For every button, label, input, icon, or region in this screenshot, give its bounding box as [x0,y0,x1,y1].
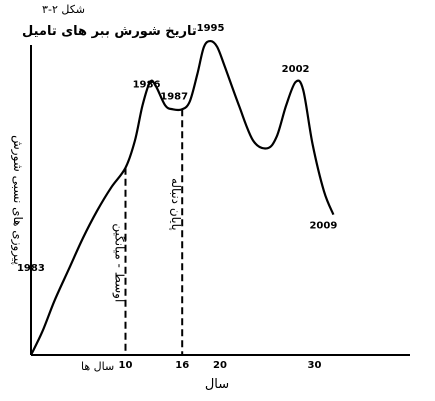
x-axis-label: سال [205,377,229,392]
x-tick-label: 30 [308,360,322,371]
y-axis-label: پیروزی های نسبی شورش [10,135,25,265]
x-tick-label: 20 [213,360,227,371]
point-label: 1987 [160,91,188,102]
point-label: 2002 [282,64,310,75]
x-tick-label: 10 [119,360,133,371]
point-label: 1995 [197,23,225,34]
x-origin-label: سال ها [81,360,114,373]
figure-label: شکل ۲-۳ [42,3,85,16]
x-tick-label: 16 [175,360,189,371]
marker-label: پایان دنباله [169,178,183,231]
point-label: 1983 [17,263,45,274]
point-label: 2009 [309,221,337,232]
series-line [30,39,335,356]
chart-title: تاریخ شورش ببر های تامیل [22,24,197,39]
point-label: 1986 [133,79,161,90]
marker-label: اوسط - میانگین [112,223,127,302]
